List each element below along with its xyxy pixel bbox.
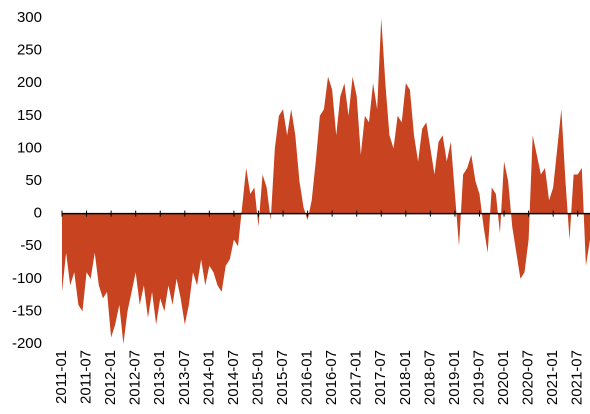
y-tick-label: 100: [17, 139, 42, 156]
x-tick-label: 2020-07: [520, 350, 537, 405]
x-tick-label: 2016-07: [323, 350, 340, 405]
y-tick-label: -200: [12, 335, 42, 352]
x-tick-label: 2018-01: [397, 350, 414, 405]
x-tick-label: 2019-07: [470, 350, 487, 405]
y-tick-label: -100: [12, 270, 42, 287]
x-tick-label: 2016-01: [299, 350, 316, 405]
y-tick-label: -150: [12, 302, 42, 319]
x-tick-label: 2017-01: [348, 350, 365, 405]
y-tick-label: 150: [17, 107, 42, 124]
x-tick-label: 2013-07: [176, 350, 193, 405]
y-tick-label: 50: [25, 172, 42, 189]
x-tick-label: 2011-07: [78, 350, 95, 404]
x-tick-label: 2012-07: [127, 350, 144, 405]
y-tick-label: -50: [20, 237, 42, 254]
x-tick-label: 2019-01: [446, 350, 463, 405]
y-tick-label: 250: [17, 42, 42, 59]
x-tick-label: 2021-01: [544, 350, 561, 405]
x-tick-label: 2012-01: [102, 350, 119, 405]
x-tick-label: 2020-01: [495, 350, 512, 405]
x-tick-label: 2018-07: [421, 350, 438, 405]
x-tick-label: 2014-07: [225, 350, 242, 405]
x-tick-label: 2017-07: [372, 350, 389, 405]
x-tick-label: 2013-01: [151, 350, 168, 405]
area: [62, 18, 590, 344]
y-tick-label: 300: [17, 9, 42, 26]
x-tick-label: 2015-01: [249, 350, 266, 405]
x-tick-label: 2021-07: [569, 350, 586, 405]
x-tick-label: 2015-07: [274, 350, 291, 405]
y-tick-label: 200: [17, 74, 42, 91]
x-tick-label: 2011-01: [53, 350, 70, 404]
y-tick-label: 0: [34, 205, 42, 222]
x-tick-label: 2014-01: [200, 350, 217, 405]
